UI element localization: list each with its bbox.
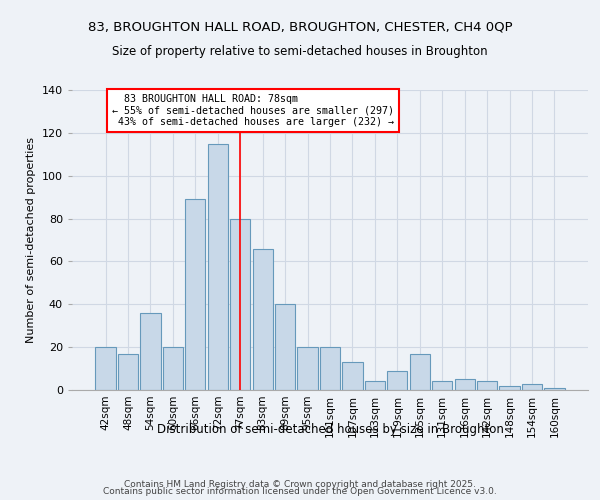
Bar xyxy=(410,354,430,390)
Bar xyxy=(140,313,161,390)
Bar xyxy=(298,347,317,390)
Y-axis label: Number of semi-detached properties: Number of semi-detached properties xyxy=(26,137,36,343)
Bar xyxy=(343,362,362,390)
Bar xyxy=(253,248,273,390)
Bar xyxy=(320,347,340,390)
Text: Contains public sector information licensed under the Open Government Licence v3: Contains public sector information licen… xyxy=(103,488,497,496)
Bar xyxy=(275,304,295,390)
Bar xyxy=(477,382,497,390)
Text: 83 BROUGHTON HALL ROAD: 78sqm
← 55% of semi-detached houses are smaller (297)
 4: 83 BROUGHTON HALL ROAD: 78sqm ← 55% of s… xyxy=(112,94,394,128)
Text: Contains HM Land Registry data © Crown copyright and database right 2025.: Contains HM Land Registry data © Crown c… xyxy=(124,480,476,489)
Bar xyxy=(432,382,452,390)
Bar xyxy=(365,382,385,390)
Bar xyxy=(522,384,542,390)
Bar xyxy=(455,380,475,390)
Bar xyxy=(208,144,228,390)
Bar xyxy=(185,200,205,390)
Bar xyxy=(163,347,183,390)
Bar xyxy=(387,370,407,390)
Bar xyxy=(230,218,250,390)
Bar xyxy=(544,388,565,390)
Bar xyxy=(95,347,116,390)
Text: Size of property relative to semi-detached houses in Broughton: Size of property relative to semi-detach… xyxy=(112,45,488,58)
Bar xyxy=(499,386,520,390)
Text: Distribution of semi-detached houses by size in Broughton: Distribution of semi-detached houses by … xyxy=(157,422,503,436)
Bar xyxy=(118,354,138,390)
Text: 83, BROUGHTON HALL ROAD, BROUGHTON, CHESTER, CH4 0QP: 83, BROUGHTON HALL ROAD, BROUGHTON, CHES… xyxy=(88,20,512,33)
